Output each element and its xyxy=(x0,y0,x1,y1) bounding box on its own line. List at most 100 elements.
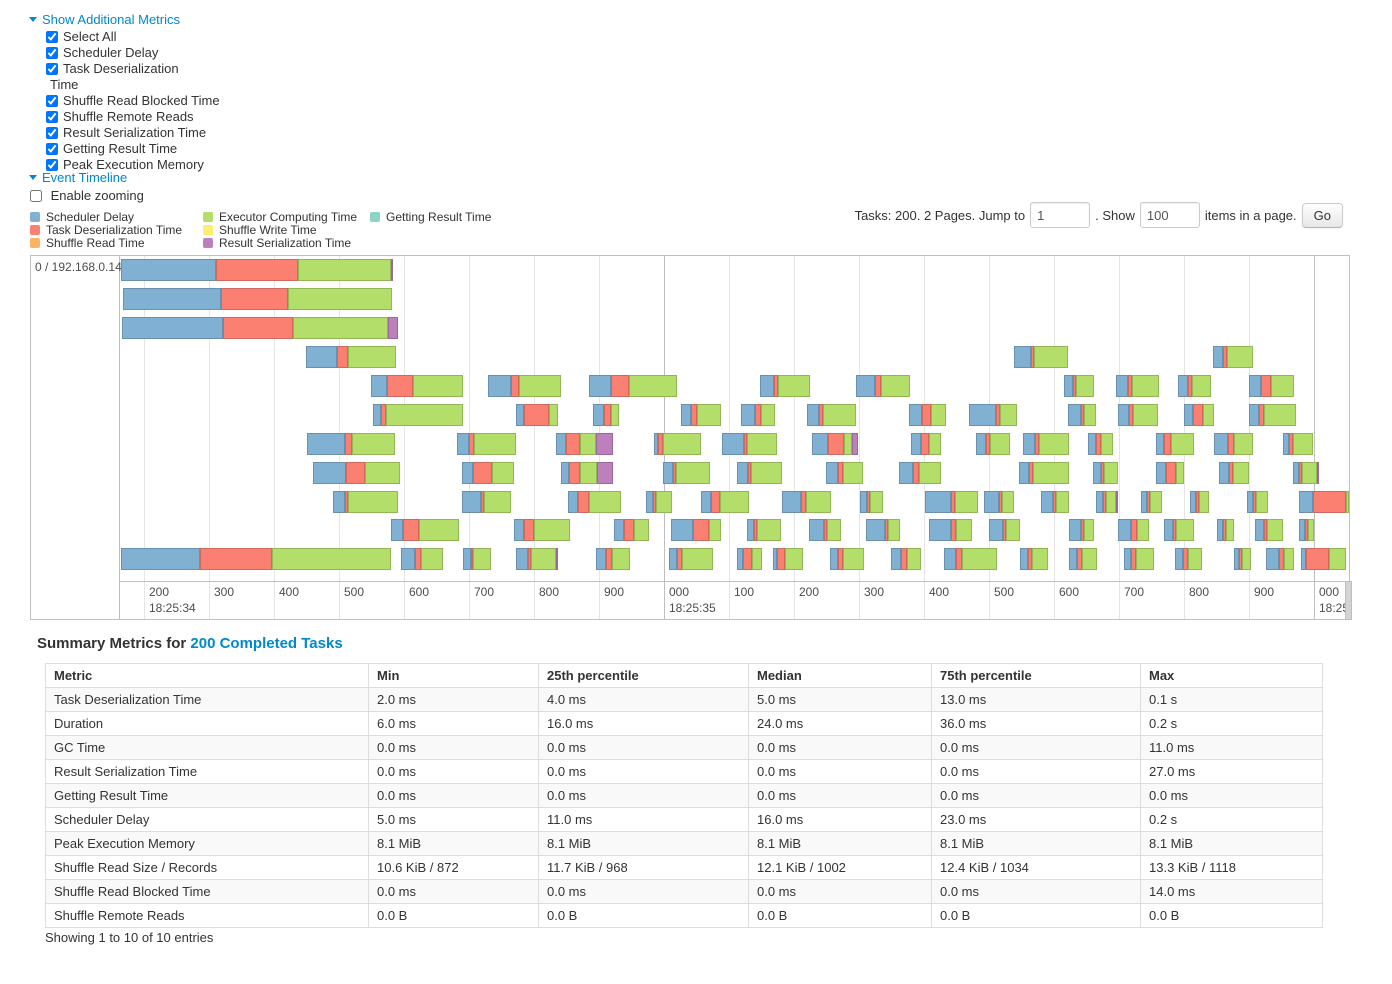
task-bar[interactable] xyxy=(1178,375,1211,397)
task-bar[interactable] xyxy=(1255,519,1283,541)
task-bar[interactable] xyxy=(891,548,921,570)
task-bar[interactable] xyxy=(561,462,613,484)
task-bar[interactable] xyxy=(333,491,398,513)
task-bar[interactable] xyxy=(1301,548,1346,570)
task-bar[interactable] xyxy=(391,519,459,541)
jump-to-page-input[interactable] xyxy=(1030,202,1091,228)
task-bar[interactable] xyxy=(701,491,749,513)
task-bar[interactable] xyxy=(121,259,393,281)
task-bar[interactable] xyxy=(1184,404,1214,426)
task-bar[interactable] xyxy=(899,462,941,484)
task-bar[interactable] xyxy=(1069,519,1094,541)
task-bar[interactable] xyxy=(122,317,398,339)
items-per-page-input[interactable] xyxy=(1139,202,1200,228)
task-bar[interactable] xyxy=(462,462,514,484)
event-timeline-chart[interactable]: 0 / 192.168.0.14 200 300 400 500 600 700 800 90… xyxy=(30,255,1350,620)
task-bar[interactable] xyxy=(1093,462,1118,484)
task-bar[interactable] xyxy=(516,404,558,426)
task-bar[interactable] xyxy=(909,404,946,426)
task-bar[interactable] xyxy=(556,433,613,455)
task-bar[interactable] xyxy=(1118,404,1158,426)
task-bar[interactable] xyxy=(1175,548,1202,570)
task-bar[interactable] xyxy=(737,548,762,570)
task-bar[interactable] xyxy=(989,519,1020,541)
event-timeline-label[interactable]: Event Timeline xyxy=(42,170,128,185)
task-bar[interactable] xyxy=(646,491,672,513)
task-bar[interactable] xyxy=(488,375,561,397)
task-bar[interactable] xyxy=(593,404,619,426)
task-bar[interactable] xyxy=(812,433,858,455)
task-bar[interactable] xyxy=(856,375,910,397)
task-bar[interactable] xyxy=(1156,433,1194,455)
metric-checkbox[interactable] xyxy=(46,111,58,123)
task-bar[interactable] xyxy=(671,519,721,541)
task-bar[interactable] xyxy=(371,375,463,397)
task-bar[interactable] xyxy=(809,519,841,541)
task-bar[interactable] xyxy=(516,548,558,570)
task-bar[interactable] xyxy=(1069,548,1097,570)
task-bar[interactable] xyxy=(373,404,463,426)
metric-checkbox[interactable] xyxy=(46,63,58,75)
metric-checkbox[interactable] xyxy=(46,95,58,107)
task-bar[interactable] xyxy=(1141,491,1162,513)
task-bar[interactable] xyxy=(1283,433,1313,455)
task-bar[interactable] xyxy=(121,548,391,570)
task-bar[interactable] xyxy=(589,375,677,397)
metric-checkbox[interactable] xyxy=(46,47,58,59)
task-bar[interactable] xyxy=(1214,433,1253,455)
task-bar[interactable] xyxy=(969,404,1017,426)
task-bar[interactable] xyxy=(1064,375,1094,397)
task-bar[interactable] xyxy=(737,462,782,484)
task-bar[interactable] xyxy=(654,433,701,455)
task-bar[interactable] xyxy=(123,288,392,310)
task-bar[interactable] xyxy=(457,433,516,455)
task-bar[interactable] xyxy=(747,519,781,541)
task-bar[interactable] xyxy=(1116,375,1159,397)
task-bar[interactable] xyxy=(760,375,810,397)
task-bar[interactable] xyxy=(1190,491,1209,513)
enable-zooming-checkbox[interactable] xyxy=(30,190,42,202)
task-bar[interactable] xyxy=(1041,491,1069,513)
task-bar[interactable] xyxy=(568,491,621,513)
task-bar[interactable] xyxy=(596,548,630,570)
task-bar[interactable] xyxy=(782,491,831,513)
task-bar[interactable] xyxy=(830,548,864,570)
task-bar[interactable] xyxy=(1023,433,1069,455)
task-bar[interactable] xyxy=(1266,548,1294,570)
task-bar[interactable] xyxy=(1068,404,1096,426)
task-bar[interactable] xyxy=(313,462,400,484)
task-bar[interactable] xyxy=(741,404,775,426)
task-bar[interactable] xyxy=(1118,519,1149,541)
task-bar[interactable] xyxy=(1234,548,1251,570)
metric-checkbox[interactable] xyxy=(46,127,58,139)
task-bar[interactable] xyxy=(307,433,395,455)
task-bar[interactable] xyxy=(1299,491,1349,513)
task-bar[interactable] xyxy=(1096,491,1118,513)
task-bar[interactable] xyxy=(807,404,856,426)
metric-checkbox[interactable] xyxy=(46,159,58,171)
task-bar[interactable] xyxy=(860,491,883,513)
task-bar[interactable] xyxy=(1217,519,1234,541)
task-bar[interactable] xyxy=(773,548,803,570)
metric-checkbox[interactable] xyxy=(46,143,58,155)
task-bar[interactable] xyxy=(1213,346,1253,368)
task-bar[interactable] xyxy=(722,433,777,455)
task-bar[interactable] xyxy=(911,433,941,455)
show-additional-metrics-label[interactable]: Show Additional Metrics xyxy=(42,12,181,27)
metric-checkbox[interactable] xyxy=(46,31,58,43)
go-button[interactable]: Go xyxy=(1301,202,1343,228)
event-timeline-toggle[interactable]: Event Timeline xyxy=(29,170,127,185)
task-bar[interactable] xyxy=(1014,346,1068,368)
task-bar[interactable] xyxy=(925,491,978,513)
task-bar[interactable] xyxy=(669,548,713,570)
timeline-scrollbar[interactable] xyxy=(1345,581,1352,620)
task-bar[interactable] xyxy=(929,519,972,541)
task-bar[interactable] xyxy=(1219,462,1249,484)
task-bar[interactable] xyxy=(401,548,443,570)
task-bar[interactable] xyxy=(1249,404,1296,426)
task-bar[interactable] xyxy=(1020,548,1048,570)
task-bar[interactable] xyxy=(1164,519,1194,541)
task-bar[interactable] xyxy=(976,433,1010,455)
completed-tasks-link[interactable]: 200 Completed Tasks xyxy=(190,635,343,652)
task-bar[interactable] xyxy=(462,491,511,513)
